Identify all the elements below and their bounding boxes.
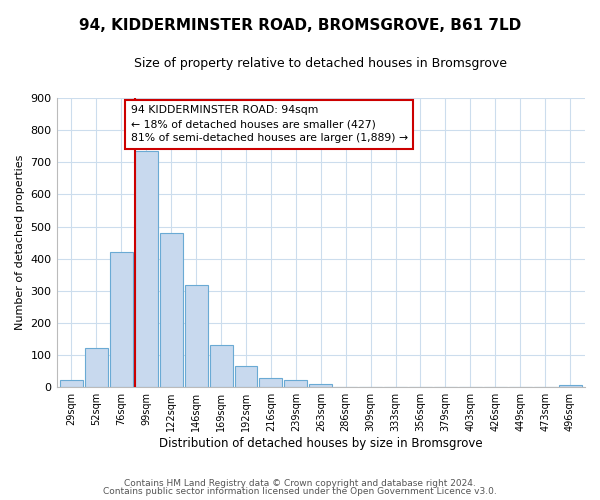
X-axis label: Distribution of detached houses by size in Bromsgrove: Distribution of detached houses by size … (159, 437, 482, 450)
Bar (209, 345, 233, 387)
Text: Contains public sector information licensed under the Open Government Licence v3: Contains public sector information licen… (103, 487, 497, 496)
Title: Size of property relative to detached houses in Bromsgrove: Size of property relative to detached ho… (134, 58, 507, 70)
Bar (160, 233, 182, 387)
Bar (60, 380, 83, 387)
Bar (284, 380, 307, 387)
Bar (135, 151, 158, 387)
Text: 94 KIDDERMINSTER ROAD: 94sqm
← 18% of detached houses are smaller (427)
81% of s: 94 KIDDERMINSTER ROAD: 94sqm ← 18% of de… (131, 106, 407, 144)
Bar (559, 384, 581, 387)
Bar (259, 378, 283, 387)
Bar (85, 348, 108, 387)
Bar (310, 384, 332, 387)
Bar (110, 252, 133, 387)
Text: Contains HM Land Registry data © Crown copyright and database right 2024.: Contains HM Land Registry data © Crown c… (124, 478, 476, 488)
Text: 94, KIDDERMINSTER ROAD, BROMSGROVE, B61 7LD: 94, KIDDERMINSTER ROAD, BROMSGROVE, B61 … (79, 18, 521, 32)
Bar (235, 366, 257, 387)
Y-axis label: Number of detached properties: Number of detached properties (15, 155, 25, 330)
Bar (185, 285, 208, 387)
